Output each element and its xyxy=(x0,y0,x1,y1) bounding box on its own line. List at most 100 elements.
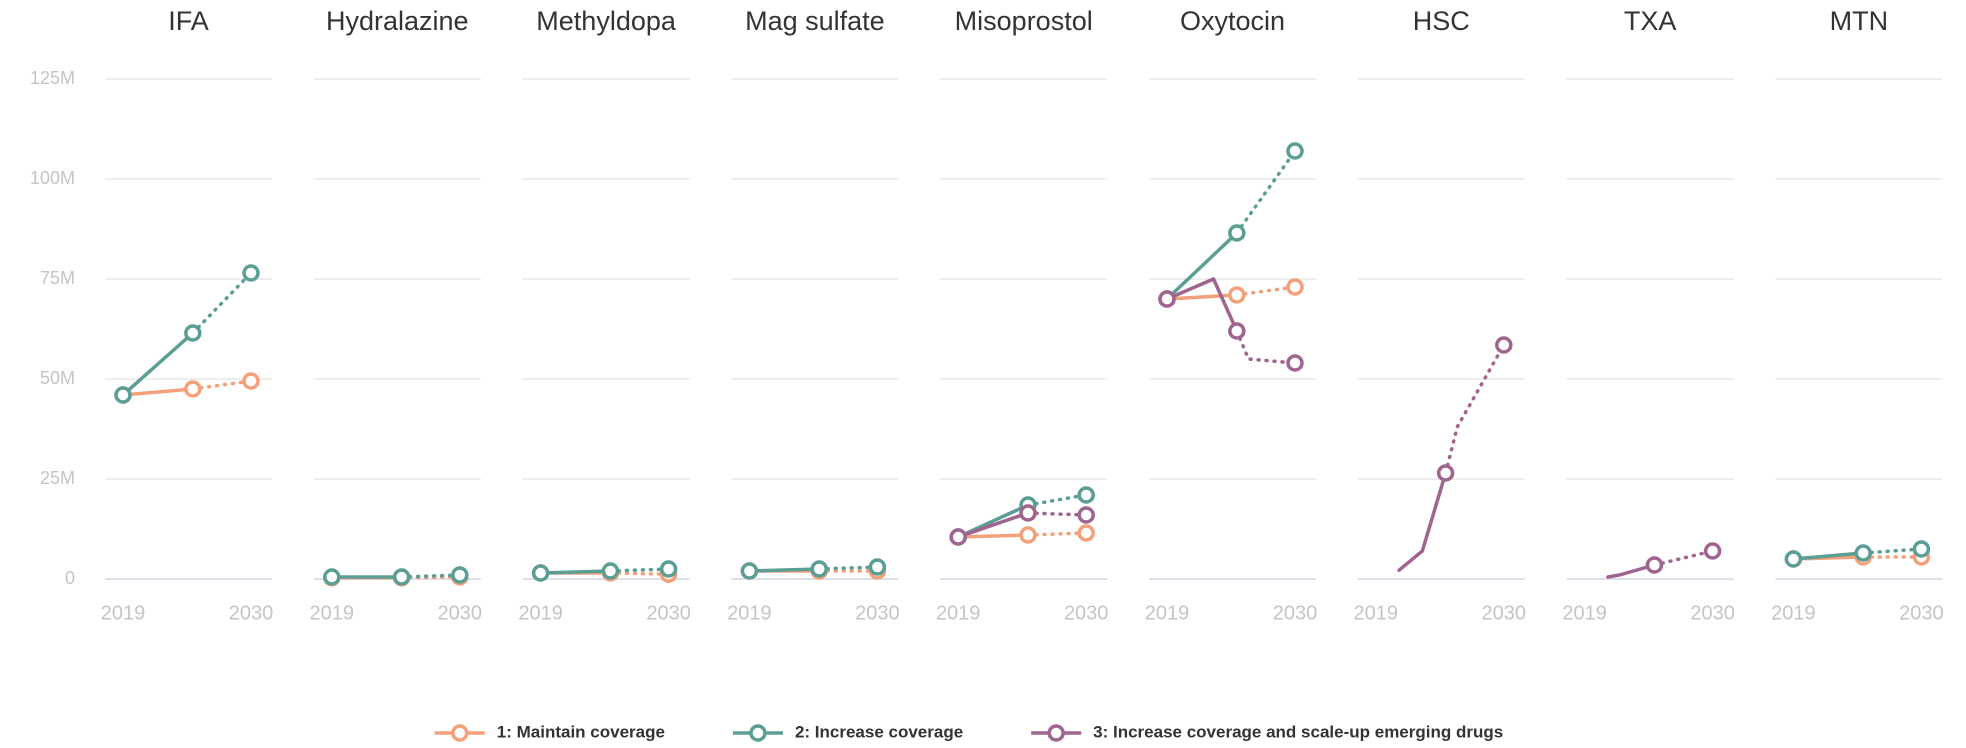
legend-label: 3: Increase coverage and scale-up emergi… xyxy=(1093,722,1503,741)
projection-line xyxy=(1026,493,1088,507)
marker xyxy=(1158,290,1176,308)
legend-marker xyxy=(1047,724,1065,742)
line xyxy=(1165,277,1239,333)
panel-title: Hydralazine xyxy=(326,6,469,36)
marker xyxy=(184,324,202,342)
projection-line xyxy=(191,379,253,391)
projection-line xyxy=(1861,547,1924,555)
x-tick-label: 2030 xyxy=(1899,602,1944,624)
marker xyxy=(810,560,828,578)
marker xyxy=(1077,506,1095,524)
panel-title: Oxytocin xyxy=(1180,6,1285,36)
marker xyxy=(601,562,620,580)
line xyxy=(538,569,613,575)
marker xyxy=(1784,550,1803,568)
x-tick-label: 2030 xyxy=(855,602,900,624)
legend-label: 2: Increase coverage xyxy=(795,722,963,741)
projection-line xyxy=(1026,511,1088,517)
x-tick-label: 2019 xyxy=(1354,602,1399,624)
line xyxy=(1606,563,1657,579)
marker xyxy=(392,568,411,586)
x-tick-label: 2030 xyxy=(1482,602,1527,624)
y-tick-label: 50M xyxy=(40,368,75,388)
x-tick-label: 2030 xyxy=(1064,602,1109,624)
panel-title: MTN xyxy=(1830,6,1888,36)
line xyxy=(956,533,1030,539)
projection-line xyxy=(1443,343,1506,475)
panel-title: IFA xyxy=(168,6,209,36)
marker xyxy=(1228,286,1246,304)
line xyxy=(956,511,1030,539)
marker xyxy=(451,566,469,584)
x-tick-label: 2030 xyxy=(646,602,691,624)
line xyxy=(1397,471,1448,572)
x-tick-label: 2019 xyxy=(727,602,772,624)
line xyxy=(121,387,195,397)
x-tick-label: 2019 xyxy=(101,602,146,624)
marker xyxy=(114,386,132,404)
marker xyxy=(1645,556,1664,574)
marker xyxy=(1912,540,1931,558)
projection-line xyxy=(608,571,671,576)
marker xyxy=(1703,542,1722,560)
legend-marker xyxy=(749,724,767,742)
y-tick-label: 0 xyxy=(65,568,75,588)
y-tick-label: 75M xyxy=(40,268,75,288)
x-tick-label: 2019 xyxy=(518,602,563,624)
legend-label: 1: Maintain coverage xyxy=(497,722,665,741)
marker xyxy=(659,560,678,578)
marker xyxy=(1019,504,1037,522)
x-tick-label: 2019 xyxy=(1771,602,1816,624)
marker xyxy=(1495,336,1513,354)
marker xyxy=(740,562,759,580)
projection-line xyxy=(191,271,253,335)
marker xyxy=(1077,486,1095,504)
panel-title: Methyldopa xyxy=(536,6,677,36)
line xyxy=(1165,231,1239,301)
legend-marker xyxy=(451,724,469,742)
x-tick-label: 2019 xyxy=(310,602,355,624)
x-tick-label: 2019 xyxy=(1145,602,1190,624)
line xyxy=(121,331,195,397)
projection-line xyxy=(817,565,880,571)
x-tick-label: 2030 xyxy=(1690,602,1735,624)
marker xyxy=(1286,354,1304,372)
marker xyxy=(1228,224,1246,242)
marker xyxy=(868,558,887,576)
marker xyxy=(242,264,260,282)
x-tick-label: 2019 xyxy=(936,602,981,624)
line xyxy=(1791,551,1865,561)
projection-line xyxy=(399,573,462,579)
x-tick-label: 2030 xyxy=(438,602,483,624)
marker xyxy=(242,372,260,390)
y-tick-label: 25M xyxy=(40,468,75,488)
marker xyxy=(531,564,550,582)
line xyxy=(1165,293,1239,301)
panel-title: HSC xyxy=(1413,6,1470,36)
marker xyxy=(949,528,967,546)
projection-line xyxy=(1235,149,1297,235)
x-tick-label: 2030 xyxy=(229,602,274,624)
line xyxy=(747,567,821,573)
y-tick-label: 100M xyxy=(30,168,75,188)
marker xyxy=(1228,322,1246,340)
y-tick-label: 125M xyxy=(30,68,75,88)
projection-line xyxy=(1235,285,1297,297)
marker xyxy=(1436,464,1455,482)
marker xyxy=(1077,524,1095,542)
marker xyxy=(1286,278,1304,296)
marker xyxy=(1286,142,1304,160)
marker xyxy=(323,568,341,586)
marker xyxy=(1854,544,1872,562)
projection-line xyxy=(1652,549,1715,567)
x-tick-label: 2019 xyxy=(1562,602,1607,624)
projection-line xyxy=(1026,531,1088,537)
marker xyxy=(184,380,202,398)
panel-title: Mag sulfate xyxy=(745,6,885,36)
panel-title: TXA xyxy=(1624,6,1677,36)
marker xyxy=(1019,526,1037,544)
projection-line xyxy=(608,567,671,573)
panel-title: Misoprostol xyxy=(955,6,1093,36)
x-tick-label: 2030 xyxy=(1273,602,1318,624)
